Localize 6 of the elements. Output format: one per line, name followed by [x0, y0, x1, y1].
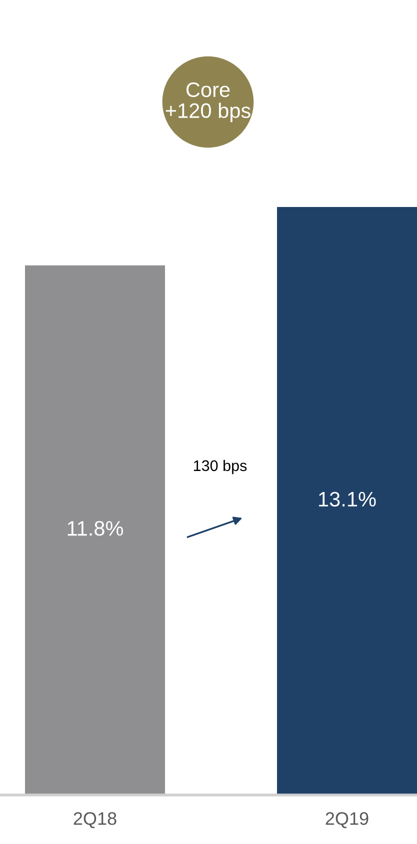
text: Core +120 bps [166, 82, 250, 122]
annotation: 130 bps [194, 460, 247, 474]
data-label: 11.8% [68, 521, 124, 536]
x-tick-label: 2Q19 [326, 812, 368, 828]
x-tick-label: 2Q18 [74, 812, 116, 828]
data-label: 13.1% [319, 492, 376, 507]
